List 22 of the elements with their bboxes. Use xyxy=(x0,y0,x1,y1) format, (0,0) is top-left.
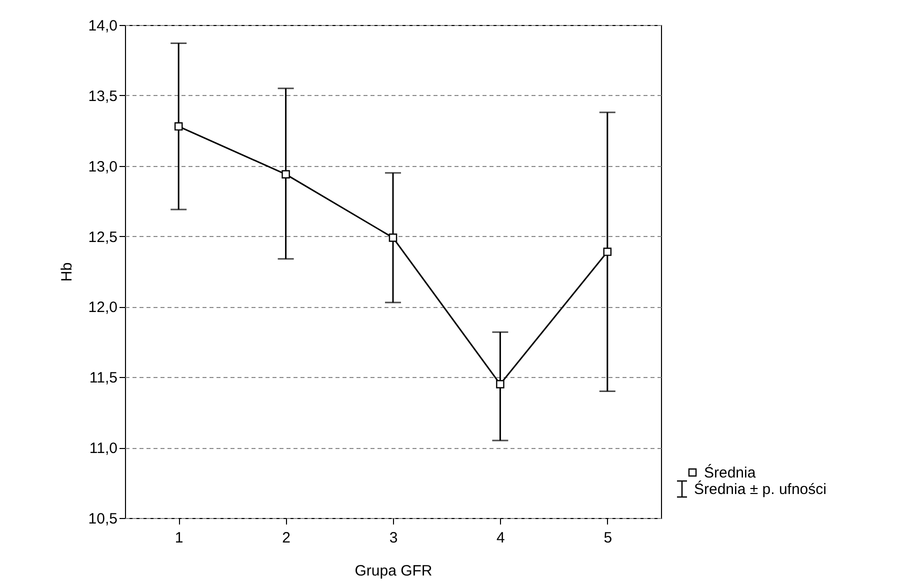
point xyxy=(282,170,290,178)
y-tick-label: 10,5 xyxy=(88,510,118,528)
point xyxy=(603,248,612,256)
x-tick-label: 3 xyxy=(389,530,398,546)
text: Średnia ± p. ufności xyxy=(694,480,826,498)
y-tick-label: 12,5 xyxy=(88,228,118,246)
x-tick-label: 2 xyxy=(282,530,290,546)
y-tick-label: 11,5 xyxy=(89,370,118,387)
point xyxy=(174,122,183,131)
legend-label: Średnia xyxy=(704,464,756,482)
point xyxy=(496,380,504,388)
x-tick-label: 1 xyxy=(174,530,184,546)
x-axis-title: Grupa GFR xyxy=(354,562,432,580)
point xyxy=(388,234,398,242)
y-tick-label: 13,0 xyxy=(88,158,118,176)
x-tick-label: 5 xyxy=(604,530,612,546)
y-tick-label: 14,0 xyxy=(88,18,118,34)
x-tick-label: 4 xyxy=(496,530,505,546)
y-axis-title: Hb xyxy=(58,262,76,282)
y-tick-label: 11,0 xyxy=(89,440,118,458)
y-tick-label: 12,0 xyxy=(88,299,118,316)
y-tick-label: 13,5 xyxy=(88,88,118,105)
